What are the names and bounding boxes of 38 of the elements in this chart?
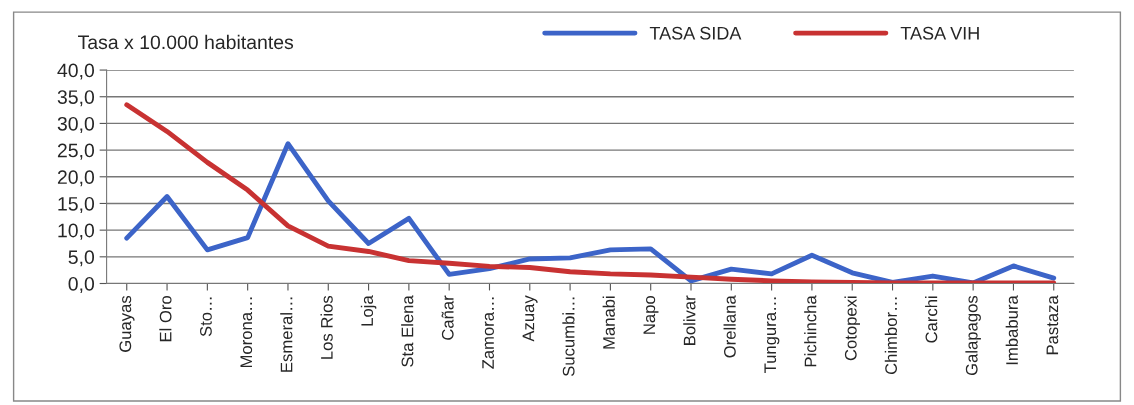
x-tick-label: Pastaza: [1046, 295, 1059, 355]
y-tick-label: 25,0: [57, 143, 95, 160]
y-tick-label: 20,0: [57, 170, 95, 187]
x-tick-label: El Oro: [159, 296, 172, 342]
x-tick-label: Manabi: [602, 296, 615, 349]
x-tick-label: Cañar: [441, 295, 454, 340]
x-tick-label: Guayas: [119, 295, 135, 352]
x-tick-label: Chimbor…: [884, 297, 897, 375]
x-tick-label: Sucumbi…: [562, 297, 575, 377]
x-tick-label: Pichincha: [804, 295, 817, 367]
y-tick-label: 40,0: [57, 63, 95, 80]
x-tick-label: Bolivar: [683, 295, 696, 345]
line-series: [124, 102, 1057, 284]
x-tick-label: Tungura…: [764, 297, 780, 374]
x-tick-label: Sta Elena: [401, 295, 414, 367]
y-tick-label: 10,0: [58, 223, 95, 240]
y-tick-label: 0,0: [68, 276, 95, 294]
x-tick-label: Carchi: [925, 296, 938, 343]
x-tick-label: Galapagos: [965, 295, 981, 376]
y-tick-label: 5,0: [68, 250, 95, 267]
y-tick-label: 15,0: [58, 196, 95, 213]
line-series: [124, 141, 1057, 284]
x-tick-label: Cotopexi: [844, 296, 860, 361]
legend-label: TASA VIH: [900, 26, 979, 40]
x-tick-label: Morona…: [240, 297, 253, 368]
y-tick-label: 35,0: [57, 90, 95, 107]
x-tick-label: Azuay: [522, 295, 538, 342]
x-tick-label: Sto…: [200, 297, 212, 337]
x-tick-label: Imbabura: [1005, 295, 1018, 365]
x-tick-label: Loja: [360, 295, 377, 326]
legend-label: TASA SIDA: [649, 26, 742, 40]
y-tick-label: 30,0: [57, 116, 95, 133]
x-tick-label: Orellana: [723, 295, 736, 358]
x-tick-label: Los Rios: [320, 295, 333, 359]
x-tick-label: Zamora…: [482, 297, 494, 369]
x-tick-label: Esmeral…: [280, 297, 293, 372]
y-axis-title: Tasa x 10.000 habitantes: [78, 34, 294, 50]
x-tick-label: Napo: [643, 296, 659, 334]
